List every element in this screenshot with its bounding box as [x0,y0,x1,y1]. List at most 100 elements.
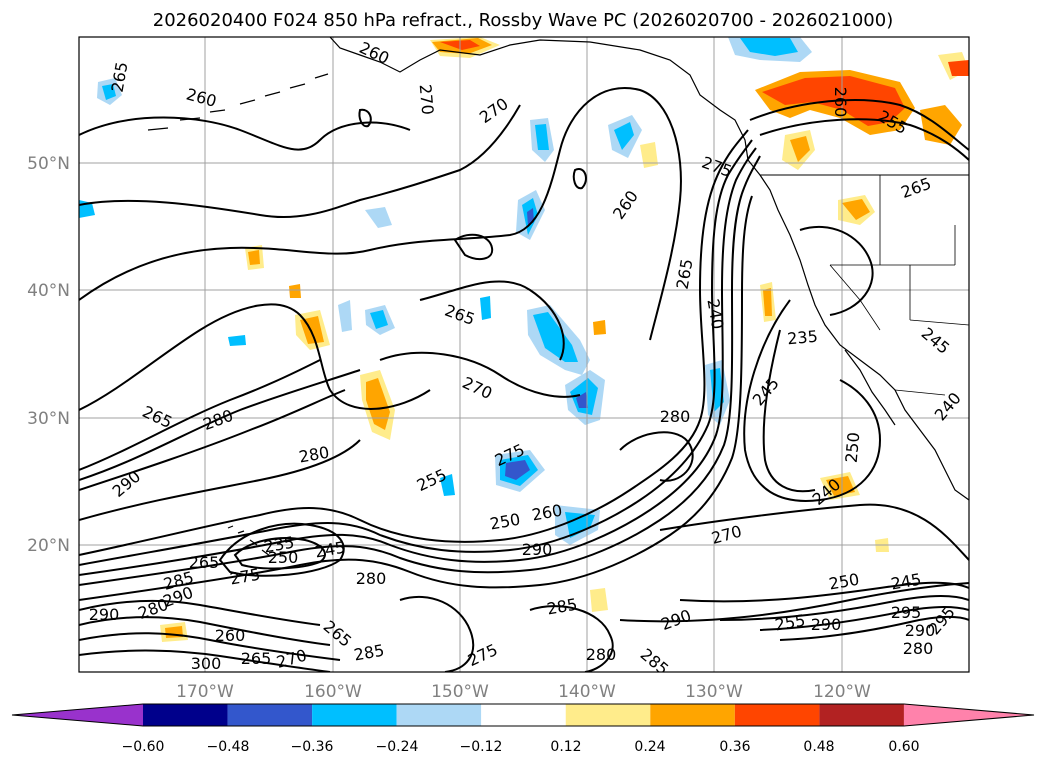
contour-line [79,599,321,626]
contour-label: 265 [189,553,220,572]
anomaly-shading [79,37,969,642]
contour-line [79,303,431,411]
lon-label: 160°W [304,682,362,702]
colorbar-tick: −0.24 [376,739,419,755]
colorbar-tick: −0.36 [291,739,334,755]
contour-line [79,104,521,219]
contour-label: 250 [268,548,299,567]
contour-label: 290 [522,540,553,559]
colorbar: −0.60 −0.48 −0.36 −0.24 −0.12 0.12 0.24 … [11,703,1035,755]
colorbar-outline [11,703,1035,727]
contour-label: 280 [903,639,934,658]
contour-label: 290 [905,621,936,640]
contour-line [799,225,874,316]
contour-line [79,155,761,586]
contour-line [79,129,749,556]
lat-label: 30°N [27,409,70,429]
lat-label: 40°N [27,281,70,301]
contour-line [358,108,372,128]
map-gridlines [79,37,969,672]
contour-line [762,329,816,493]
colorbar-segment [734,704,820,726]
contour-line [419,280,565,361]
positive-anomaly-patch [289,284,301,298]
map-frame [78,36,970,673]
colorbar-segment [143,704,228,726]
negative-anomaly-patch [228,335,246,346]
contour-line [379,351,581,398]
colorbar-tick: −0.60 [122,739,165,755]
colorbar-segment [819,704,904,726]
positive-anomaly-patch [590,588,608,612]
positive-anomaly-patch [763,288,772,316]
contour-line [399,595,475,672]
negative-anomaly-patch [505,460,530,480]
positive-anomaly-patch [593,320,606,335]
contour-label: 295 [891,603,922,622]
contour-label: 290 [811,615,842,634]
negative-anomaly-patch [370,310,388,329]
lon-label: 150°W [431,682,489,702]
colorbar-tick: −0.12 [460,739,503,755]
contour-line [743,299,882,502]
negative-anomaly-patch [535,124,549,150]
refractivity-contours [79,87,969,672]
positive-anomaly-patch [366,378,390,430]
contour-line [79,147,757,576]
latitude-labels: 50°N 40°N 30°N 20°N [27,154,70,556]
positive-anomaly-patch [640,142,658,168]
contour-label: 290 [89,605,120,624]
colorbar-segment [903,704,1034,726]
contour-label: 280 [586,645,617,664]
negative-anomaly-patch [440,474,455,496]
figure-title: 2026020400 F024 850 hPa refract., Rossby… [153,10,894,31]
longitude-labels: 170°W 160°W 150°W 140°W 130°W 120°W [176,682,871,702]
positive-anomaly-patch [948,60,969,76]
north-america-coastline [747,159,969,501]
contour-line [79,616,331,646]
alaska-coastline [329,37,749,161]
colorbar-segments [11,703,1035,727]
contour-line [79,359,321,471]
hawaii-islands [227,525,271,557]
contour-label: 280 [356,569,387,588]
colorbar-segment [227,704,313,726]
negative-anomaly-patch [338,300,352,332]
contour-line [218,522,345,577]
contour-line [679,581,969,603]
negative-anomaly-patch [740,38,798,56]
colorbar-segment [650,704,735,726]
lat-label: 20°N [27,536,70,556]
contour-line [453,233,494,261]
contour-line [79,195,753,601]
contour-label: 280 [660,407,691,426]
negative-anomaly-patch [102,84,116,100]
baja-california [844,349,896,426]
contour-line [719,595,969,621]
colorbar-segment [481,704,566,726]
colorbar-tick: 0.24 [634,739,665,755]
lon-label: 140°W [558,682,616,702]
contour-label: 300 [191,654,222,673]
contour-line [759,605,969,631]
negative-anomaly-patch [365,207,392,228]
map-panel: 265 260 270 270 260 260 255 275 265 260 … [79,37,969,673]
colorbar-tick: 0.48 [803,739,834,755]
colorbar-ticks: −0.60 −0.48 −0.36 −0.24 −0.12 0.12 0.24 … [122,739,920,755]
colorbar-tick: 0.12 [550,739,581,755]
contour-line [572,168,587,190]
colorbar-segment [12,704,143,726]
contour-line [619,582,969,623]
contour-label: 260 [215,626,246,645]
contour-label: 260 [831,87,850,118]
contour-line [619,431,694,482]
contour-line [749,99,969,151]
contour-line [79,389,346,491]
contour-line [79,87,682,341]
contour-line [79,632,341,661]
positive-anomaly-patch [248,250,260,265]
lon-label: 120°W [813,682,871,702]
contour-line [79,116,411,151]
contour-line [79,439,361,521]
